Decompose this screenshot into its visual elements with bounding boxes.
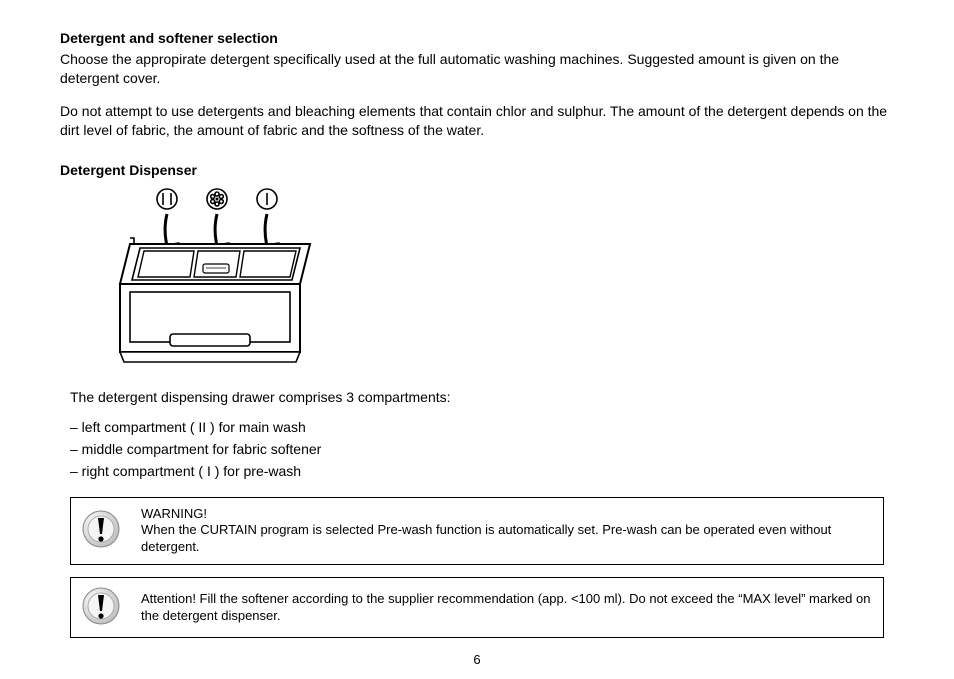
warning-icon (81, 586, 121, 629)
warning-box-softener: Attention! Fill the softener according t… (70, 577, 884, 638)
warning-label: WARNING! (141, 506, 873, 523)
warning-icon (81, 509, 121, 552)
warning-body: When the CURTAIN program is selected Pre… (141, 522, 831, 554)
dispenser-diagram (100, 184, 894, 377)
list-item: – right compartment ( I ) for pre-wash (70, 463, 894, 479)
list-item: – left compartment ( II ) for main wash (70, 419, 894, 435)
page-number: 6 (0, 652, 954, 667)
warning-box-curtain: WARNING! When the CURTAIN program is sel… (70, 497, 884, 566)
section-title-dispenser: Detergent Dispenser (60, 162, 894, 178)
dispenser-caption: The detergent dispensing drawer comprise… (70, 389, 894, 405)
list-item: – middle compartment for fabric softener (70, 441, 894, 457)
section1-p2: Do not attempt to use detergents and ble… (60, 102, 894, 140)
section-title-detergent: Detergent and softener selection (60, 30, 894, 46)
warning-text: WARNING! When the CURTAIN program is sel… (141, 506, 873, 557)
warning-text: Attention! Fill the softener according t… (141, 591, 873, 625)
section1-p1: Choose the appropirate detergent specifi… (60, 50, 894, 88)
compartment-list: – left compartment ( II ) for main wash … (70, 419, 894, 479)
warning-body: Attention! Fill the softener according t… (141, 591, 870, 623)
dispenser-svg (100, 184, 360, 374)
